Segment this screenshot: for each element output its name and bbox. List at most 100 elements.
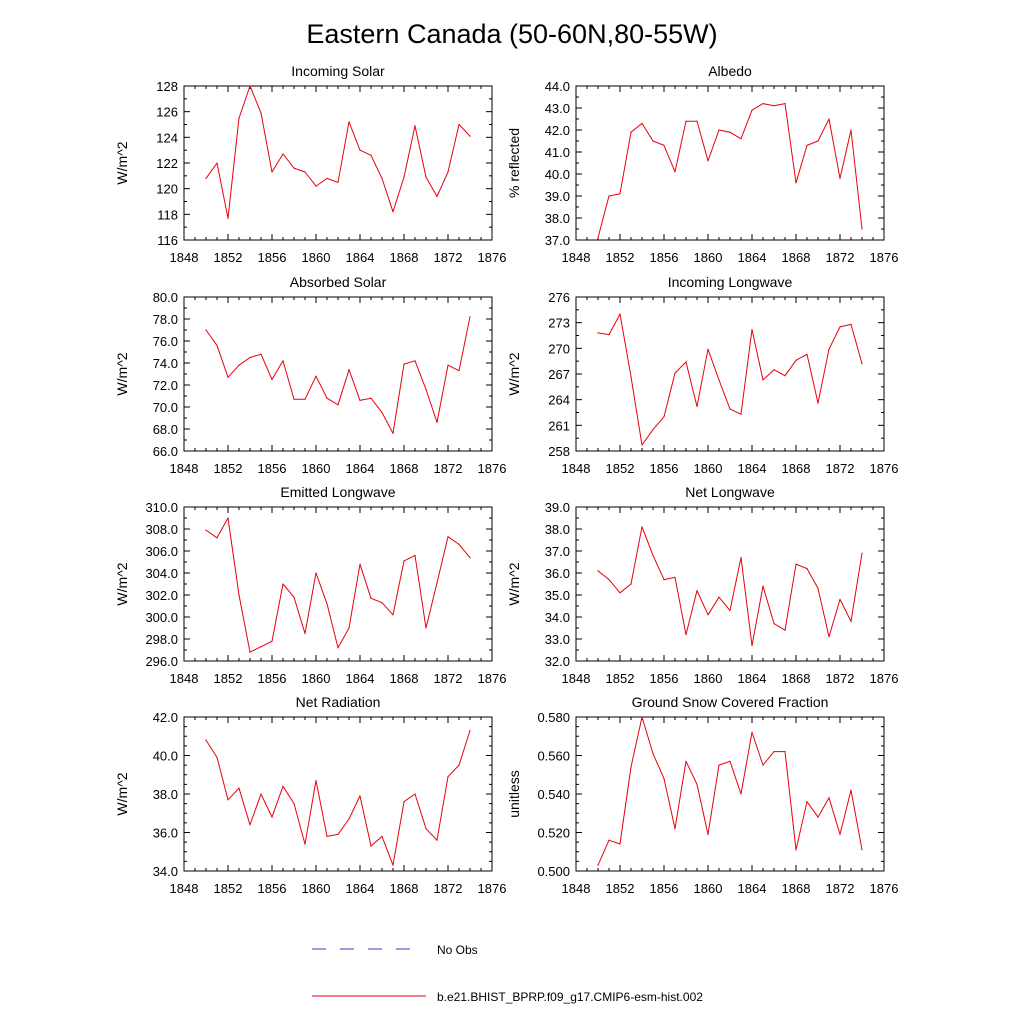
- data-point: [597, 237, 599, 239]
- data-point: [304, 632, 306, 635]
- data-point: [359, 399, 361, 401]
- y-tick-label: 298.0: [145, 632, 178, 647]
- series-line: [205, 85, 471, 219]
- panel-title: Net Longwave: [685, 484, 775, 500]
- panel-title: Ground Snow Covered Fraction: [632, 694, 829, 710]
- x-tick-label: 1872: [826, 461, 855, 476]
- data-point: [458, 543, 460, 546]
- x-tick-label: 1864: [346, 461, 375, 476]
- y-tick-label: 72.0: [153, 378, 178, 393]
- x-tick-label: 1848: [170, 461, 199, 476]
- panels: Incoming Solar W/m^2 1848 1852 1856 1860 1864 1…: [114, 63, 898, 896]
- data-point: [293, 398, 295, 400]
- plot-frame: [575, 506, 885, 662]
- panel-title: Absorbed Solar: [290, 274, 387, 290]
- data-point: [282, 360, 284, 362]
- data-point: [304, 171, 306, 173]
- x-tick-label: 1856: [650, 881, 679, 896]
- data-point: [740, 413, 742, 415]
- x-tick-label: 1876: [870, 881, 899, 896]
- data-point: [326, 603, 328, 605]
- data-point: [828, 118, 830, 120]
- data-point: [260, 793, 262, 795]
- data-point: [403, 176, 405, 178]
- data-point: [414, 360, 416, 362]
- data-point: [817, 140, 819, 142]
- data-point: [652, 140, 654, 142]
- data-point: [861, 849, 863, 851]
- data-point: [839, 598, 841, 601]
- data-point: [685, 760, 687, 762]
- x-tick-label: 1876: [478, 250, 507, 265]
- data-point: [751, 109, 753, 111]
- panel-incoming-longwave: Incoming Longwave W/m^2 1848 1852 1856 1860 18…: [506, 274, 898, 476]
- data-point: [652, 429, 654, 431]
- data-point: [597, 864, 599, 866]
- data-point: [348, 369, 350, 371]
- data-point: [326, 177, 328, 179]
- x-tick-label: 1860: [694, 461, 723, 476]
- data-point: [828, 348, 830, 350]
- y-tick-label: 302.0: [145, 588, 178, 603]
- x-tick-label: 1848: [562, 250, 591, 265]
- y-axis-label: W/m^2: [506, 352, 522, 395]
- data-point: [370, 397, 372, 399]
- data-point: [817, 816, 819, 818]
- x-tick-label: 1856: [650, 250, 679, 265]
- y-tick-label: 118: [157, 207, 178, 222]
- x-tick-label: 1872: [826, 881, 855, 896]
- series-line: [597, 103, 863, 238]
- data-point: [641, 122, 643, 124]
- data-point: [795, 563, 797, 565]
- x-tick-label: 1856: [650, 461, 679, 476]
- data-point: [718, 764, 720, 766]
- data-point: [304, 843, 306, 845]
- y-tick-label: 38.0: [545, 522, 570, 537]
- data-point: [337, 647, 339, 649]
- y-tick-label: 0.500: [537, 864, 570, 879]
- data-point: [227, 517, 229, 519]
- y-axis-label: W/m^2: [114, 352, 130, 395]
- data-point: [707, 833, 709, 836]
- x-tick-label: 1872: [434, 250, 463, 265]
- data-point: [630, 583, 632, 585]
- y-tick-label: 76.0: [153, 334, 178, 349]
- data-point: [762, 103, 764, 105]
- x-tick-label: 1848: [170, 671, 199, 686]
- y-tick-label: 261: [548, 418, 570, 433]
- data-point: [469, 316, 471, 318]
- y-tick-label: 70.0: [153, 400, 178, 415]
- y-tick-label: 40.0: [153, 749, 178, 764]
- data-point: [608, 195, 610, 197]
- y-tick-label: 304.0: [145, 566, 178, 581]
- y-tick-label: 306.0: [145, 544, 178, 559]
- data-point: [773, 369, 775, 371]
- x-tick-label: 1852: [214, 461, 243, 476]
- y-tick-label: 68.0: [153, 422, 178, 437]
- y-tick-label: 308.0: [145, 522, 178, 537]
- data-point: [740, 138, 742, 140]
- data-point: [425, 828, 427, 830]
- panel-title: Incoming Longwave: [668, 274, 793, 290]
- data-point: [762, 379, 764, 381]
- data-point: [315, 185, 317, 187]
- data-point: [861, 228, 863, 230]
- data-point: [436, 421, 438, 423]
- y-tick-label: 0.560: [537, 749, 570, 764]
- y-tick-label: 128: [156, 79, 178, 94]
- x-tick-label: 1864: [738, 881, 767, 896]
- data-point: [608, 334, 610, 336]
- series-line: [205, 730, 471, 866]
- y-tick-label: 38.0: [545, 211, 570, 226]
- x-tick-label: 1864: [346, 671, 375, 686]
- panel-albedo: Albedo % reflected 1848 1852 1856 1860 1864 186…: [506, 63, 898, 265]
- data-point: [436, 839, 438, 841]
- y-tick-label: 37.0: [545, 544, 570, 559]
- data-point: [436, 582, 438, 584]
- data-point: [828, 797, 830, 799]
- data-point: [630, 131, 632, 133]
- data-point: [271, 171, 273, 173]
- y-axis-label: unitless: [506, 770, 522, 817]
- panel-ground-snow-covered-fraction: Ground Snow Covered Fraction unitless 1848…: [506, 694, 898, 896]
